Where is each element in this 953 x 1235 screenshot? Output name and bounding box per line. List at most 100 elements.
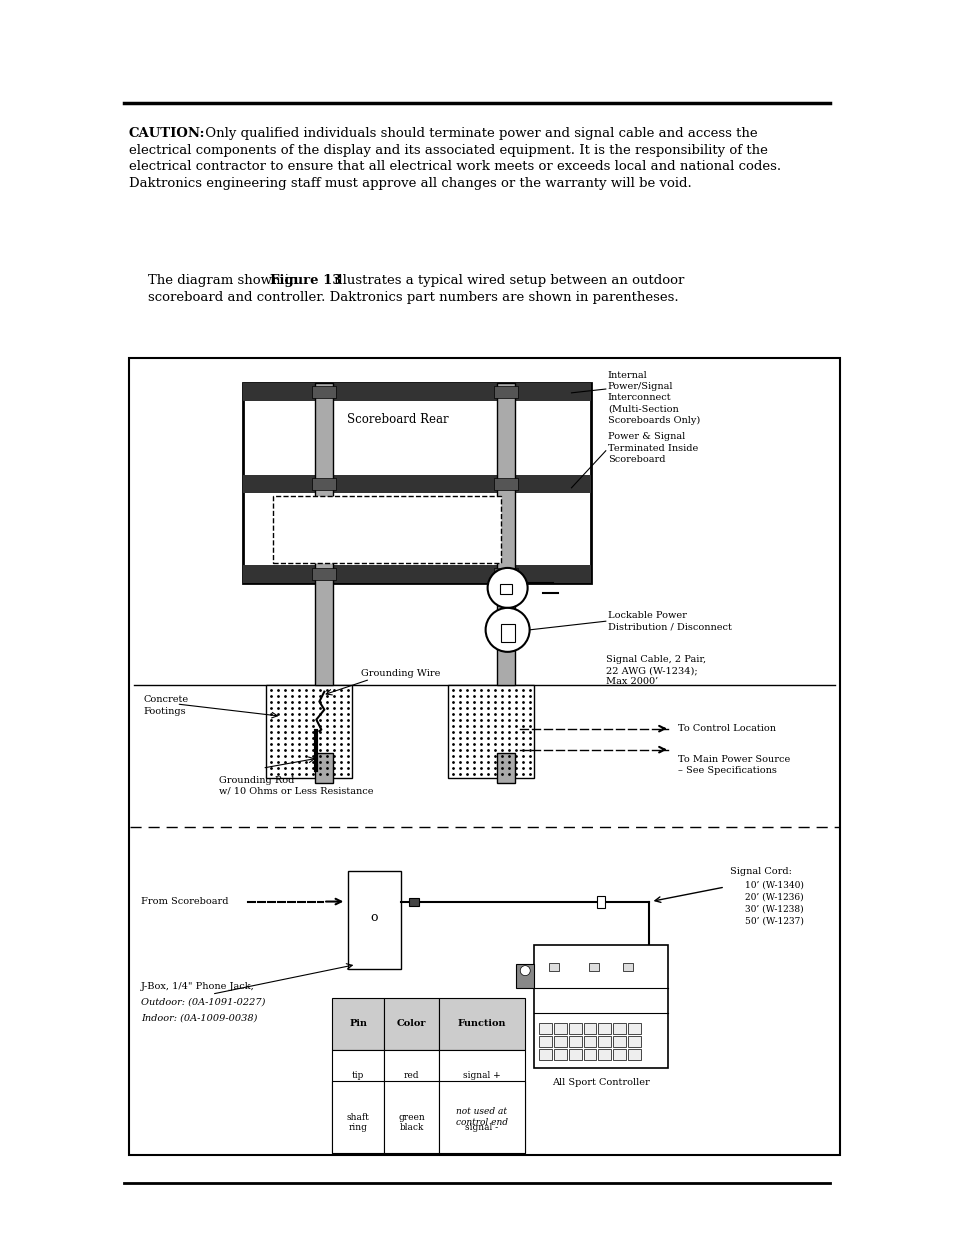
Bar xyxy=(493,568,517,580)
Bar xyxy=(589,963,598,971)
Bar xyxy=(598,1024,611,1035)
Text: Outdoor: (0A-1091-0227): Outdoor: (0A-1091-0227) xyxy=(141,998,265,1007)
Bar xyxy=(613,1036,625,1047)
Bar xyxy=(243,564,591,583)
Bar xyxy=(627,1050,640,1061)
Bar xyxy=(554,1050,566,1061)
Bar xyxy=(273,496,501,563)
Bar xyxy=(384,998,438,1050)
Text: All Sport Controller: All Sport Controller xyxy=(552,1078,649,1087)
Bar xyxy=(438,1081,524,1153)
Bar xyxy=(538,1024,552,1035)
Bar xyxy=(516,963,534,988)
Text: shaft: shaft xyxy=(347,1113,369,1121)
Text: Concrete
Footings: Concrete Footings xyxy=(143,695,188,716)
Bar xyxy=(493,385,517,398)
Bar xyxy=(538,1036,552,1047)
Bar xyxy=(438,1050,524,1102)
Text: Lockable Power
Distribution / Disconnect: Lockable Power Distribution / Disconnect xyxy=(607,611,731,632)
Bar xyxy=(554,1036,566,1047)
Text: ring: ring xyxy=(349,1123,367,1132)
Text: Grounding Wire: Grounding Wire xyxy=(360,669,439,678)
Bar xyxy=(534,945,667,1068)
Bar xyxy=(493,478,517,490)
Bar xyxy=(497,383,514,685)
Text: electrical contractor to ensure that all electrical work meets or exceeds local : electrical contractor to ensure that all… xyxy=(129,161,781,173)
Bar xyxy=(549,963,558,971)
Text: To Control Location: To Control Location xyxy=(677,724,775,734)
Text: Grounding Rod
w/ 10 Ohms or Less Resistance: Grounding Rod w/ 10 Ohms or Less Resista… xyxy=(219,776,374,795)
Text: Power & Signal
Terminated Inside
Scoreboard: Power & Signal Terminated Inside Scorebo… xyxy=(607,432,698,464)
Text: signal -: signal - xyxy=(465,1123,497,1132)
Bar xyxy=(627,1024,640,1035)
Text: 30’ (W-1238): 30’ (W-1238) xyxy=(744,905,802,914)
Text: Pin: Pin xyxy=(349,1019,367,1029)
Text: 20’ (W-1236): 20’ (W-1236) xyxy=(744,893,802,902)
Bar xyxy=(583,1050,596,1061)
Text: signal +: signal + xyxy=(462,1071,500,1081)
Text: red: red xyxy=(403,1071,419,1081)
Bar xyxy=(554,1024,566,1035)
Bar xyxy=(266,685,352,778)
Text: J-Box, 1/4" Phone Jack,: J-Box, 1/4" Phone Jack, xyxy=(141,982,254,990)
Bar xyxy=(497,753,514,783)
Bar xyxy=(332,1050,384,1102)
Bar xyxy=(583,1024,596,1035)
Bar xyxy=(312,568,336,580)
Text: Function: Function xyxy=(457,1019,505,1029)
Text: To Main Power Source
– See Specifications: To Main Power Source – See Specification… xyxy=(677,755,789,774)
Bar xyxy=(613,1050,625,1061)
Circle shape xyxy=(485,608,529,652)
Bar xyxy=(438,998,524,1050)
Text: black: black xyxy=(399,1123,423,1132)
Text: Signal Cord:: Signal Cord: xyxy=(729,867,791,876)
Bar xyxy=(408,898,418,905)
Text: Internal
Power/Signal
Interconnect
(Multi-Section
Scoreboards Only): Internal Power/Signal Interconnect (Mult… xyxy=(607,370,700,426)
Text: Color: Color xyxy=(396,1019,426,1029)
Text: scoreboard and controller. Daktronics part numbers are shown in parentheses.: scoreboard and controller. Daktronics pa… xyxy=(148,291,678,304)
Text: CAUTION:: CAUTION: xyxy=(129,127,205,141)
Bar xyxy=(568,1036,581,1047)
Bar xyxy=(312,478,336,490)
Bar xyxy=(598,1036,611,1047)
Bar xyxy=(384,1102,438,1153)
Text: illustrates a typical wired setup between an outdoor: illustrates a typical wired setup betwee… xyxy=(330,274,683,288)
Text: Scoreboard Rear: Scoreboard Rear xyxy=(346,414,448,426)
Text: Daktronics engineering staff must approve all changes or the warranty will be vo: Daktronics engineering staff must approv… xyxy=(129,177,691,190)
Bar xyxy=(243,383,591,583)
Bar xyxy=(243,475,591,493)
Text: o: o xyxy=(371,910,377,924)
Bar xyxy=(384,1050,438,1102)
Bar xyxy=(348,871,400,969)
Text: From Scoreboard: From Scoreboard xyxy=(141,897,229,906)
Text: not used at
control end: not used at control end xyxy=(456,1107,507,1128)
Bar xyxy=(598,1050,611,1061)
Bar xyxy=(332,998,384,1050)
Bar xyxy=(568,1024,581,1035)
Bar xyxy=(500,624,514,642)
Text: Figure 13: Figure 13 xyxy=(270,274,341,288)
Text: tip: tip xyxy=(352,1071,364,1081)
Bar xyxy=(622,963,632,971)
Bar xyxy=(627,1036,640,1047)
Bar xyxy=(568,1050,581,1061)
Bar xyxy=(438,1102,524,1153)
Bar xyxy=(499,584,511,594)
Bar xyxy=(315,753,333,783)
Text: The diagram shown in: The diagram shown in xyxy=(148,274,301,288)
Bar xyxy=(332,1102,384,1153)
Text: Indoor: (0A-1009-0038): Indoor: (0A-1009-0038) xyxy=(141,1014,257,1023)
Bar xyxy=(315,383,333,685)
Text: Signal Cable, 2 Pair,
22 AWG (W-1234);
Max 2000’: Signal Cable, 2 Pair, 22 AWG (W-1234); M… xyxy=(605,655,705,687)
Bar xyxy=(129,358,839,1155)
Bar xyxy=(312,385,336,398)
Bar xyxy=(538,1050,552,1061)
Text: 50’ (W-1237): 50’ (W-1237) xyxy=(744,916,803,926)
Circle shape xyxy=(519,966,530,976)
Text: green: green xyxy=(397,1113,425,1121)
Bar xyxy=(597,895,604,908)
Text: 10’ (W-1340): 10’ (W-1340) xyxy=(744,881,803,890)
Text: electrical components of the display and its associated equipment. It is the res: electrical components of the display and… xyxy=(129,143,767,157)
Bar xyxy=(613,1024,625,1035)
Bar xyxy=(447,685,533,778)
